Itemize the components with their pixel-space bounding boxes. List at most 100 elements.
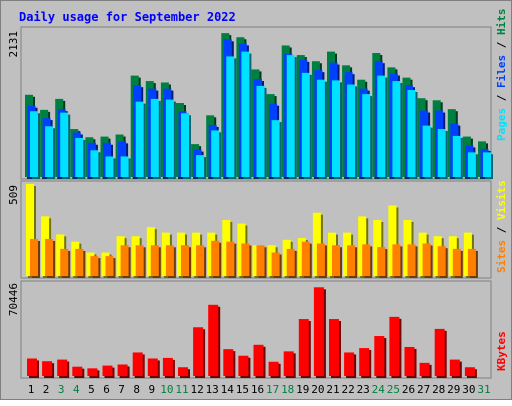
- kbytes-bar: [283, 351, 294, 376]
- x-tick-label: 24: [372, 383, 386, 396]
- sites-bar: [181, 245, 189, 276]
- legend-hits: Hits: [495, 9, 508, 36]
- x-tick-label: 21: [326, 383, 339, 396]
- pages-bar: [226, 56, 235, 177]
- pages-bar: [407, 89, 416, 177]
- kbytes-bar: [449, 359, 460, 376]
- x-tick-label: 16: [251, 383, 264, 396]
- pages-bar: [437, 129, 446, 177]
- x-tick-label: 19: [296, 383, 309, 396]
- x-tick-label: 31: [477, 383, 490, 396]
- x-tick-label: 13: [206, 383, 219, 396]
- sites-bar: [165, 245, 174, 276]
- pages-bar: [483, 152, 491, 177]
- kbytes-bar: [42, 361, 53, 376]
- kbytes-bar: [298, 319, 309, 376]
- x-axis-labels: 1 2 3 4 5 6 7 8 9 10 11 12 13 14 15 16 17 18 19 20 21 22 23 24 2…: [28, 383, 491, 396]
- visits-bar: [388, 205, 397, 276]
- kbytes-bar: [329, 319, 339, 376]
- kbytes-bar: [404, 346, 415, 376]
- x-tick-label: 10: [160, 383, 173, 396]
- hits-ymax-label: 2131: [7, 31, 20, 58]
- sites-bar: [135, 245, 144, 276]
- pages-bar: [347, 84, 356, 177]
- x-tick-label: 9: [148, 383, 155, 396]
- sites-bar: [150, 245, 159, 276]
- x-tick-label: 18: [281, 383, 294, 396]
- kbytes-bar: [374, 336, 385, 376]
- kbytes-bar: [208, 304, 219, 376]
- x-tick-label: 15: [236, 383, 249, 396]
- visits-axis-legend: Sites / Visits: [495, 180, 508, 273]
- x-tick-label: 8: [133, 383, 140, 396]
- pages-bar: [452, 135, 461, 177]
- pages-bar: [316, 79, 325, 177]
- bars-layer: [25, 33, 493, 378]
- x-tick-label: 30: [462, 383, 475, 396]
- pages-bar: [392, 81, 401, 177]
- hits-axis-legend: Pages / Files / Hits: [495, 9, 508, 142]
- sites-bar: [437, 246, 446, 276]
- kbytes-bar: [27, 358, 37, 376]
- kbytes-bar: [313, 287, 324, 376]
- visits-ymax-label: 509: [7, 185, 20, 205]
- kbytes-bar: [162, 357, 173, 376]
- legend-visits: Visits: [495, 180, 508, 220]
- x-tick-label: 26: [402, 383, 415, 396]
- sites-bar: [211, 240, 220, 276]
- pages-bar: [181, 113, 189, 177]
- sites-bar: [316, 243, 325, 276]
- pages-bar: [256, 85, 265, 177]
- kbytes-bar: [464, 367, 475, 376]
- kbytes-bar: [193, 327, 204, 376]
- sites-bar: [90, 256, 99, 276]
- kbytes-bar: [178, 367, 188, 376]
- kbytes-bar: [102, 365, 113, 376]
- sites-bar: [392, 244, 401, 276]
- pages-bar: [150, 98, 159, 177]
- x-tick-label: 3: [58, 383, 65, 396]
- pages-bar: [467, 152, 476, 177]
- pages-bar: [75, 137, 84, 177]
- pages-bar: [211, 130, 220, 177]
- visits-bar: [56, 234, 65, 276]
- sites-bar: [271, 252, 280, 276]
- visits-bar: [26, 184, 34, 276]
- pages-bar: [120, 156, 129, 177]
- x-tick-label: 28: [432, 383, 445, 396]
- kbytes-bar: [72, 366, 83, 376]
- sites-bar: [226, 241, 235, 276]
- pages-bar: [286, 55, 295, 177]
- kbytes-ymax-label: 70446: [7, 283, 20, 316]
- sites-bar: [45, 238, 54, 276]
- sites-bar: [286, 248, 295, 276]
- sites-bar: [377, 247, 386, 276]
- pages-bar: [301, 72, 310, 177]
- x-tick-label: 5: [88, 383, 95, 396]
- kbytes-bar: [268, 361, 279, 376]
- x-tick-label: 4: [73, 383, 80, 396]
- kbytes-bar: [419, 362, 430, 376]
- x-tick-label: 14: [221, 383, 235, 396]
- x-tick-label: 22: [341, 383, 354, 396]
- kbytes-bar: [434, 328, 445, 376]
- kbytes-bar: [57, 359, 68, 376]
- chart-title: Daily usage for September 2022: [19, 10, 236, 24]
- pages-bar: [165, 99, 174, 177]
- legend-sites: Sites: [495, 240, 508, 273]
- pages-bar: [332, 80, 340, 177]
- sites-bar: [75, 248, 84, 276]
- pages-bar: [30, 111, 38, 177]
- sites-bar: [241, 243, 250, 276]
- x-tick-label: 1: [28, 383, 35, 396]
- legend-kbytes: KBytes: [495, 331, 508, 371]
- x-tick-label: 17: [266, 383, 279, 396]
- legend-files: Files: [495, 55, 508, 88]
- sites-bar: [452, 248, 461, 276]
- x-tick-label: 2: [43, 383, 50, 396]
- legend-pages: Pages: [495, 108, 508, 141]
- kbytes-axis-legend: KBytes: [495, 331, 508, 371]
- sites-bar: [347, 245, 356, 276]
- pages-bar: [241, 51, 250, 178]
